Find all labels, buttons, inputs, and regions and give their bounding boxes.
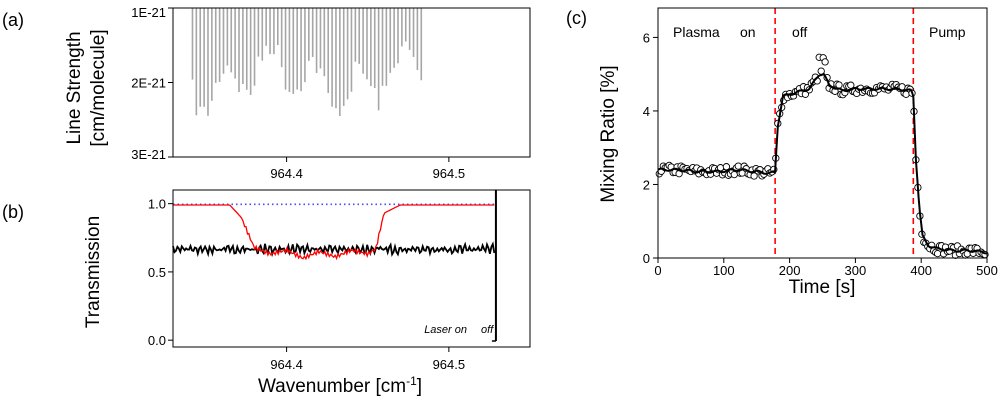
panel-b-xlabel: Wavenumber [cm-1]	[258, 374, 422, 397]
panel-a-ylabel-line1: Line Strength	[64, 31, 85, 144]
panel-a-axes: 964.4 964.5 1E-21 2E-21 3E-21	[131, 5, 465, 181]
panel-a-spectral-lines	[191, 8, 423, 117]
panel-c-axes: 0 100 200 300 400 500 0 2 4 6	[643, 30, 998, 278]
panel-b-plot-frame	[172, 189, 531, 348]
data-point	[750, 172, 758, 180]
panel-b-x-tick-label: 964.5	[433, 357, 466, 372]
panel-c-x-tick-label: 0	[654, 263, 661, 278]
smoothed-mixing-ratio-line	[657, 72, 988, 255]
plasma-on-annotation: on	[740, 24, 756, 40]
panel-a-y-tick-label: 3E-21	[131, 147, 166, 162]
panel-c-x-tick-label: 500	[976, 263, 998, 278]
panel-b-xlabel-superscript: -1	[406, 374, 417, 388]
data-point	[821, 58, 829, 66]
panel-c-y-tick-label: 2	[643, 177, 650, 192]
panel-b-xlabel-text: Wavenumber [cm	[258, 376, 406, 397]
panel-b-xlabel-end: ]	[417, 376, 422, 397]
panel-c-x-tick-label: 200	[779, 263, 801, 278]
panel-a-y-tick-label: 1E-21	[131, 5, 166, 20]
panel-b-series	[172, 190, 497, 342]
panel-c-x-tick-label: 300	[845, 263, 867, 278]
panel-b-x-tick-label: 964.4	[270, 357, 303, 372]
plasma-annotation: Plasma	[673, 24, 720, 40]
panel-c-y-tick-label: 4	[643, 104, 650, 119]
panel-c-y-tick-label: 0	[643, 251, 650, 266]
data-point	[734, 162, 742, 170]
data-point	[933, 249, 942, 258]
panel-c-label: (c)	[566, 8, 587, 28]
panel-c-xlabel: Time [s]	[789, 277, 856, 298]
measured-transmission-line	[172, 241, 496, 258]
panel-a-y-tick-label: 2E-21	[131, 76, 166, 91]
panel-a-line-strength-chart: (a) Line Strength [cm/molecule] 964.4 964…	[2, 5, 531, 181]
panel-a-label: (a)	[2, 10, 24, 30]
panel-c-plot-content	[655, 8, 989, 259]
pump-annotation: Pump	[929, 24, 966, 40]
panel-a-x-tick-label: 964.4	[270, 166, 303, 181]
panel-b-transmission-chart: (b) Transmission 964.4 964.5 0.0 0.5 1.0 Las…	[2, 189, 531, 397]
panel-b-ylabel: Transmission	[83, 216, 104, 328]
plasma-off-annotation: off	[792, 24, 807, 40]
laser-on-annotation: Laser on	[424, 324, 467, 336]
laser-off-annotation: off	[481, 324, 494, 336]
panel-b-y-tick-label: 0.5	[148, 265, 166, 280]
panel-b-y-tick-label: 1.0	[148, 197, 166, 212]
data-point	[730, 170, 738, 179]
panel-a-x-tick-label: 964.5	[433, 166, 466, 181]
panel-b-y-tick-label: 0.0	[148, 333, 166, 348]
panel-c-ylabel: Mixing Ratio [%]	[598, 65, 619, 202]
panel-c-plot-frame	[657, 7, 988, 259]
panel-c-x-tick-label: 100	[713, 263, 735, 278]
data-point	[835, 81, 843, 89]
panel-c-y-tick-label: 6	[643, 30, 650, 45]
panel-a-ylabel-line2: [cm/molecule]	[88, 29, 109, 146]
panel-c-x-tick-label: 400	[910, 263, 932, 278]
panel-b-axes: 964.4 964.5 0.0 0.5 1.0	[148, 197, 465, 372]
panel-b-label: (b)	[2, 202, 24, 222]
panel-c-mixing-ratio-chart: (c) Mixing Ratio [%] 0 100 200 300 400 500 0 2 4…	[566, 7, 998, 298]
modelled-transmission-line	[173, 204, 495, 261]
